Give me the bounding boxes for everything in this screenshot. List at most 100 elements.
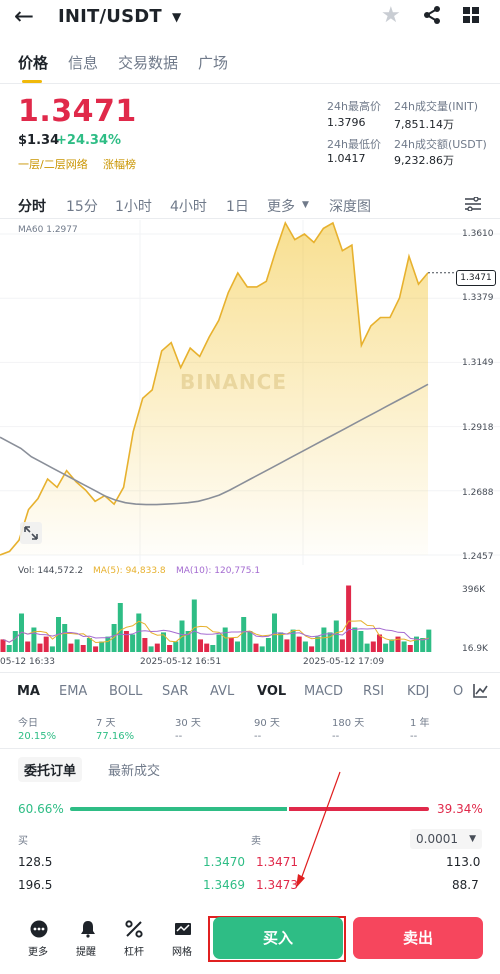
volume-bar: [173, 641, 179, 652]
indicator-vol[interactable]: VOL: [257, 684, 287, 699]
volume-bar: [105, 636, 111, 652]
bid-header: 买: [18, 836, 28, 847]
indicator-ema[interactable]: EMA: [59, 684, 88, 699]
volume-bar: [370, 641, 376, 652]
indicator-macd[interactable]: MACD: [304, 684, 343, 699]
vol-usdt-value: 9,232.86万: [394, 154, 454, 167]
ask-price[interactable]: 1.3471: [256, 855, 298, 869]
volume-bar: [31, 627, 37, 652]
indicator-kdj[interactable]: KDJ: [407, 684, 430, 699]
y-tick: 1.3610: [462, 229, 494, 239]
volume-bar: [43, 636, 49, 652]
volume-bar: [191, 599, 197, 652]
expand-chart-icon[interactable]: [20, 522, 42, 544]
indicator-avl[interactable]: AVL: [210, 684, 235, 699]
grid-label[interactable]: 网格: [172, 947, 192, 958]
high-label: 24h最高价: [327, 100, 381, 113]
leverage-icon[interactable]: [125, 920, 143, 938]
grid-menu-icon[interactable]: [463, 7, 479, 23]
volume-bar: [74, 639, 80, 652]
annotation-arrow: [296, 771, 341, 888]
back-arrow-icon[interactable]: ←: [14, 2, 35, 30]
indicator-rsi[interactable]: RSI: [363, 684, 385, 699]
volume-bar: [333, 620, 339, 652]
volume-bar: [68, 643, 74, 652]
bid-qty: 196.5: [18, 878, 53, 892]
volume-bar: [414, 636, 419, 652]
volume-bar: [49, 646, 55, 652]
buy-button[interactable]: 买入: [213, 917, 343, 959]
tab-latest-trades[interactable]: 最新成交: [108, 764, 161, 779]
grid-trading-icon[interactable]: [174, 920, 192, 938]
price-change: +24.34%: [56, 133, 122, 148]
volume-bar: [222, 627, 228, 652]
ask-qty: 113.0: [446, 855, 481, 869]
tab-trading-data[interactable]: 交易数据: [118, 54, 179, 72]
header: ← INIT/USDT ▼ ★: [0, 0, 500, 34]
perf-value-30d: --: [175, 731, 183, 742]
depth-chart-tab[interactable]: 深度图: [329, 199, 371, 215]
volume-y-tick: 396K: [462, 585, 486, 595]
indicator-sar[interactable]: SAR: [162, 684, 189, 699]
alert-label[interactable]: 提醒: [76, 947, 96, 958]
more-icon[interactable]: [30, 920, 48, 938]
favorite-star-icon[interactable]: ★: [381, 3, 401, 28]
tab-info[interactable]: 信息: [68, 54, 99, 72]
price-chart[interactable]: [0, 220, 500, 565]
vol-usdt-label: 24h成交额(USDT): [394, 138, 487, 151]
low-value: 1.0417: [327, 152, 366, 165]
volume-bar: [235, 641, 240, 652]
perf-label-7d: 7 天: [96, 718, 116, 729]
bid-qty: 128.5: [18, 855, 53, 869]
share-icon[interactable]: [422, 5, 442, 25]
volume-bar: [154, 643, 160, 652]
indicator-chart-icon[interactable]: [472, 683, 488, 699]
interval-more[interactable]: 更多: [267, 199, 295, 215]
volume-y-tick: 16.9K: [462, 644, 488, 654]
bid-price[interactable]: 1.3470: [203, 855, 245, 869]
interval-1d[interactable]: 1日: [226, 199, 249, 215]
volume-bar: [123, 631, 129, 652]
vol-init-label: 24h成交量(INIT): [394, 100, 478, 113]
category-tag[interactable]: 一层/二层网络: [18, 158, 88, 171]
current-price-marker: 1.3471: [456, 270, 496, 286]
active-tab-indicator: [22, 80, 42, 83]
perf-value-7d: 77.16%: [96, 731, 135, 742]
bid-price[interactable]: 1.3469: [203, 878, 245, 892]
tab-order-book[interactable]: 委托订单: [18, 757, 83, 782]
more-label[interactable]: 更多: [28, 947, 48, 958]
volume-bar: [395, 636, 401, 652]
volume-bar: [210, 645, 216, 652]
pair-title[interactable]: INIT/USDT: [58, 6, 162, 27]
indicator-ma[interactable]: MA: [17, 684, 40, 699]
chart-settings-icon[interactable]: [465, 197, 481, 211]
volume-bar: [309, 646, 315, 652]
y-tick: 1.3149: [462, 358, 494, 368]
volume-ma10-label: MA(10): 120,775.1: [176, 566, 261, 576]
ask-price[interactable]: 1.3473: [256, 878, 298, 892]
interval-time-share[interactable]: 分时: [18, 199, 46, 215]
volume-bar: [228, 638, 234, 652]
volume-label: Vol: 144,572.2: [18, 566, 84, 576]
tab-price[interactable]: 价格: [18, 54, 49, 72]
sell-button[interactable]: 卖出: [353, 917, 483, 959]
y-tick: 1.3379: [462, 293, 494, 303]
tab-square[interactable]: 广场: [198, 54, 229, 72]
divider: [0, 748, 500, 749]
vol-init-value: 7,851.14万: [394, 118, 454, 131]
gainers-tag[interactable]: 涨幅榜: [103, 158, 136, 171]
precision-select[interactable]: 0.0001 ▼: [410, 829, 482, 849]
leverage-label[interactable]: 杠杆: [124, 947, 144, 958]
bell-icon[interactable]: [79, 920, 97, 938]
pair-dropdown-icon[interactable]: ▼: [172, 10, 182, 24]
interval-4h[interactable]: 4小时: [170, 199, 207, 215]
interval-15m[interactable]: 15分: [66, 199, 98, 215]
divider: [0, 672, 500, 673]
usd-price: $1.34: [18, 133, 60, 148]
interval-more-caret-icon[interactable]: ▼: [302, 200, 309, 210]
indicator-more[interactable]: O: [453, 684, 464, 699]
x-tick: 05-12 16:33: [0, 657, 55, 667]
indicator-boll[interactable]: BOLL: [109, 684, 143, 699]
interval-1h[interactable]: 1小时: [115, 199, 152, 215]
volume-ma5-label: MA(5): 94,833.8: [93, 566, 166, 576]
